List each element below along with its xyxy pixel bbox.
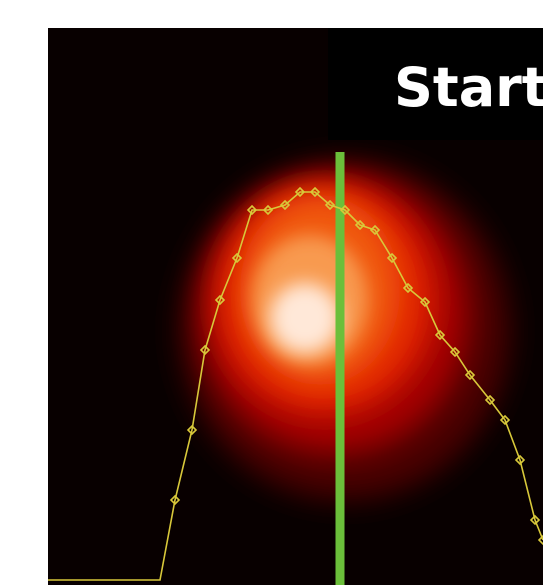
- screenshot: Start: [0, 0, 543, 585]
- start-label: Start: [394, 56, 543, 119]
- heat-core: [270, 283, 340, 353]
- page: {"label": "Start"} Start (() => { const …: [0, 0, 543, 585]
